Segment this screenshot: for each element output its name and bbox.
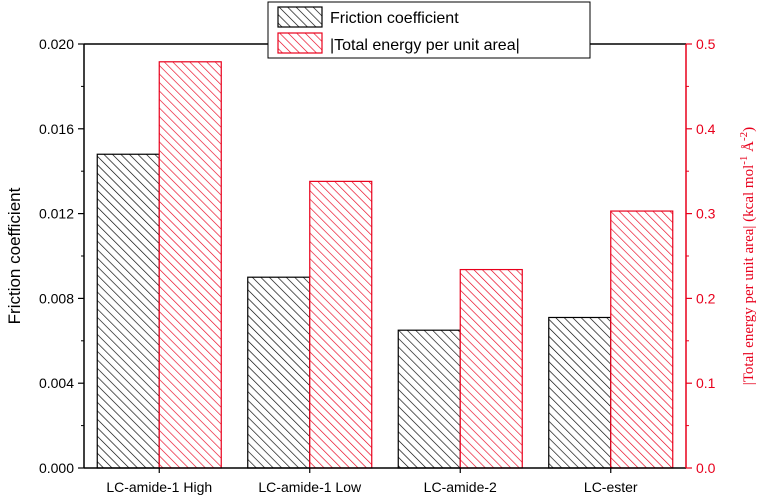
legend-label-energy: |Total energy per unit area| — [330, 37, 520, 54]
bar-friction-coefficient — [96, 153, 160, 469]
bar-friction-coefficient — [397, 329, 461, 469]
bar-friction-coefficient — [247, 276, 311, 469]
y-right-tick-label: 0.1 — [696, 375, 716, 391]
y-right-tick-label: 0.4 — [696, 121, 716, 137]
y-right-tick-label: 0.2 — [696, 290, 716, 306]
y-axis-right-title: |Total energy per unit area| (kcal mol-1… — [738, 127, 757, 385]
y-axis-right-title-end: ) — [741, 127, 757, 132]
x-tick-label: LC-amide-1 Low — [258, 479, 362, 495]
bar-total-energy — [610, 210, 674, 469]
x-tick-label: LC-amide-1 High — [106, 479, 212, 495]
y-left-tick-label: 0.016 — [39, 121, 74, 137]
y-right-tick-label: 0.0 — [696, 460, 716, 476]
legend: Friction coefficient |Total energy per u… — [267, 1, 591, 59]
bar-total-energy — [459, 268, 523, 469]
right-axis-ticks: 0.0 0.1 0.2 0.3 0.4 0.5 — [686, 36, 716, 476]
bar-total-energy — [158, 61, 222, 469]
legend-swatch-friction — [277, 6, 323, 28]
y-left-tick-label: 0.000 — [39, 460, 74, 476]
bars-group — [96, 61, 674, 469]
y-right-tick-label: 0.5 — [696, 36, 716, 52]
left-axis-ticks: 0.000 0.004 0.008 0.012 0.016 0.020 — [39, 36, 84, 476]
y-right-tick-label: 0.3 — [696, 206, 716, 222]
legend-label-friction: Friction coefficient — [330, 10, 459, 27]
x-tick-label: LC-ester — [584, 479, 638, 495]
y-axis-right-title-main: |Total energy per unit area| (kcal mol — [741, 165, 757, 385]
bar-friction-coefficient — [548, 316, 612, 469]
y-axis-right-title-mid: Å — [741, 141, 757, 156]
y-left-tick-label: 0.008 — [39, 290, 74, 306]
x-axis-ticks: LC-amide-1 High LC-amide-1 Low LC-amide-2 L… — [106, 468, 638, 495]
y-axis-right-title-sup1: -1 — [738, 156, 750, 165]
x-tick-label: LC-amide-2 — [424, 479, 497, 495]
y-left-tick-label: 0.020 — [39, 36, 74, 52]
bar-total-energy — [309, 180, 373, 469]
y-left-tick-label: 0.012 — [39, 206, 74, 222]
y-axis-right-title-sup2: -2 — [738, 132, 750, 141]
y-left-tick-label: 0.004 — [39, 375, 74, 391]
y-axis-left-title: Friction coefficient — [5, 187, 24, 324]
legend-swatch-energy — [277, 32, 323, 54]
